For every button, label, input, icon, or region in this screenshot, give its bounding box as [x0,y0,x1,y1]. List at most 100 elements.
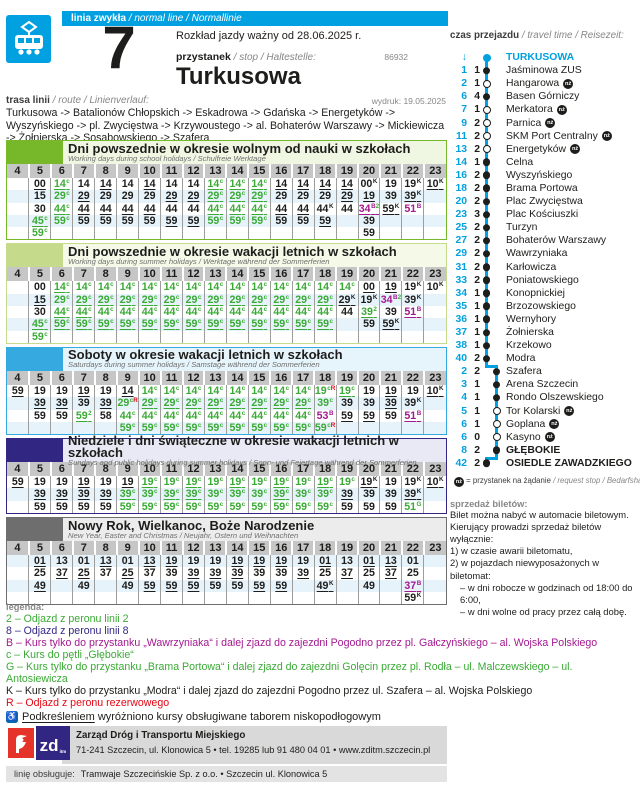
time-cell [423,555,446,568]
hour-header: 7 [71,370,95,385]
time-cell: 51G [401,500,424,514]
stop-dot [482,93,490,101]
time-cell [423,500,446,514]
time-cell: 44 [291,202,315,215]
time-cell [291,579,315,592]
time-cell: 59c [225,318,249,331]
stop-row: 37 1 Żołnierska [450,325,636,340]
time-cell: 59c [291,318,315,331]
stop-row: 42 2 OSIEDLE ZAWADZKIEGO [450,456,636,470]
segment-minutes: 2 [474,353,480,365]
stop-dot [482,237,490,245]
hour-header: 20 [357,370,380,385]
time-cell: 14c [160,281,183,294]
hour-header: 7 [71,164,95,178]
stop-name-label: Wyszyńskiego [506,169,573,181]
segment-minutes: 2 [474,130,480,142]
time-cell: 30 [28,306,51,319]
time-cell [335,579,358,592]
stop-row: 23 3 Plac Kościuszki [450,208,636,222]
time-cell: 37 [50,567,73,580]
timetable-4: Niedziele i dni świąteczne w okresie wak… [6,434,447,515]
timetable-title-band: Niedziele i dni świąteczne w okresie wak… [7,434,446,466]
hour-header: 13 [203,541,227,556]
time-cell: 44c [138,306,161,319]
time-cell: 29c [138,293,161,307]
segment-minutes: 2 [474,366,480,378]
time-cell: 39c [313,397,337,410]
cumulative-minutes: 2 [461,78,467,90]
time-cell: 39c [203,488,227,501]
travel-time-header: czas przejazdu / travel time / Reisezeit… [450,30,636,41]
time-cell: 14c [203,178,227,191]
cumulative-minutes: 42 [455,457,467,469]
time-cell: 19 [28,384,51,398]
route-line-segment [480,195,506,209]
time-cell: 29c [72,293,95,307]
hour-header: 4 [7,462,29,477]
time-cell: 13 [138,555,161,568]
route-line-segment [480,404,506,418]
segment-minutes: 2 [474,274,480,286]
time-cell: 39 [72,397,95,410]
time-cell [7,567,29,579]
legend-item: K – Kurs tylko do przystanku „Modra“ i d… [6,685,533,698]
time-cell: 13 [94,555,117,568]
time-cell: 25 [401,567,424,580]
hour-header: 11 [159,164,183,178]
hour-header: 22 [400,462,424,477]
segment-minutes: 1 [474,340,480,352]
stop-label: przystanek [176,51,231,63]
stop-dot [482,66,490,75]
stop-name-label: Karłowicza [506,261,557,273]
time-cell: 44c [225,202,249,215]
time-cell [291,227,315,240]
time-cell: 59c [247,500,271,514]
stop-row: 25 2 Turzyn [450,221,636,235]
stop-name-label: Energetyków [506,143,567,155]
time-cell: 14c [225,281,249,294]
request-stop-text: = przystanek na żądanie [464,476,554,485]
line-number: 7 [102,14,136,81]
stop-row: 33 2 Poniatowskiego [450,273,636,287]
legend-item: G – Kurs tylko do przystanku „Brama Port… [6,661,573,686]
segment-minutes: 1 [474,104,480,116]
wheelchair-icon: ♿ [6,710,18,723]
stop-dot [482,459,490,468]
time-cell: 44c [225,409,249,422]
stop-row: 4 1 Rondo Olszewskiego [450,391,636,405]
timetable-subtitle: Working days during summer holidays / We… [68,256,330,266]
time-cell: 19c [313,476,337,489]
time-cell: 39K [401,293,424,307]
stop-name-label: Parnica [506,117,542,129]
hour-header: 4 [7,541,29,556]
time-cell: 59c [138,500,161,514]
time-cell [138,591,161,605]
time-cell: 19cR [313,384,337,398]
time-cell: 59 [72,214,95,228]
time-cell: 49 [72,579,95,592]
hour-header: 11 [159,541,183,556]
hour-header: 18 [313,462,337,477]
time-cell: 37 [335,567,358,580]
timetable-grid: 4 5 6 7 8 9 10 11 12 13 14 15 16 17 18 19 20 21 22 23 59 19 19… [7,462,446,514]
time-cell [203,227,227,240]
time-cell: 59c [28,227,51,240]
time-cell: 59c [138,318,161,331]
hour-header: 6 [49,541,73,556]
time-cell: 14c [138,384,161,398]
segment-minutes: 2 [474,196,480,208]
time-cell: 59c [313,318,337,331]
time-cell: 44 [160,202,183,215]
segment-minutes: 2 [474,235,480,247]
time-cell: 10K [423,178,446,191]
time-cell: 19 [203,555,227,568]
time-cell: 29c [269,293,293,307]
stop-name-label: Poniatowskiego [506,274,579,286]
time-cell: 29 [138,190,161,203]
cumulative-minutes: ↓ [461,52,467,64]
stop-name-label: Rondo Olszewskiego [506,392,604,404]
timetable-title: Nowy Rok, Wielkanoc, Boże Narodzenie [68,517,315,533]
timetable-subtitle: New Year, Easter and Christmas / Neujahr… [68,530,299,540]
stop-name-label: Brzozowskiego [506,300,576,312]
